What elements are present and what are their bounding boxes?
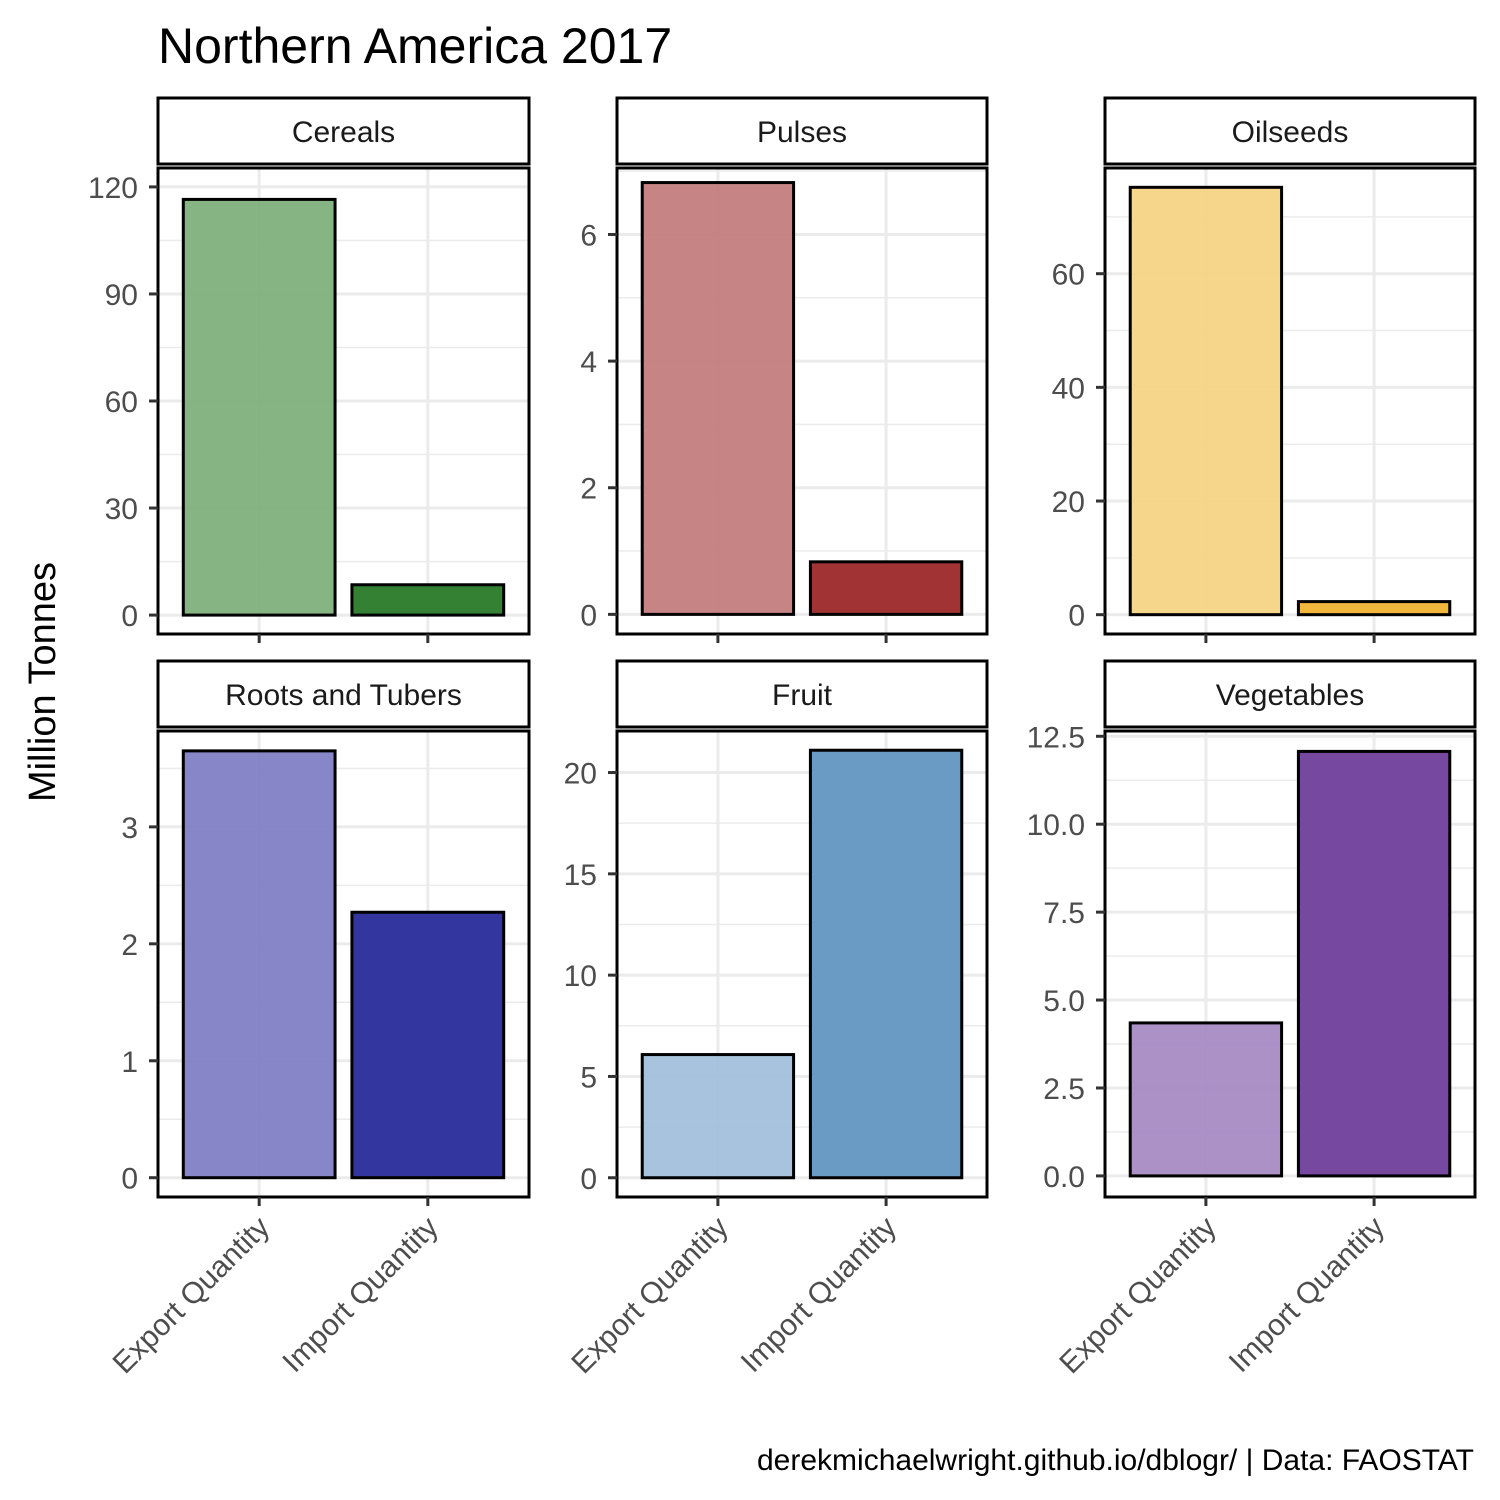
y-tick-label: 0 <box>1068 600 1085 633</box>
y-tick-label: 0 <box>580 599 597 632</box>
y-tick-label: 5 <box>580 1061 597 1094</box>
y-tick-label: 5.0 <box>1043 985 1085 1018</box>
x-tick-label: Export Quantity <box>107 1211 277 1381</box>
panel-border <box>1103 166 1477 636</box>
strip-fruit <box>615 659 989 729</box>
strip-cereals <box>156 96 531 166</box>
y-tick-label: 2.5 <box>1043 1073 1085 1106</box>
strip-label-roots-and-tubers: Roots and Tubers <box>225 679 462 712</box>
y-tick-label: 7.5 <box>1043 897 1085 930</box>
y-tick-label: 4 <box>580 346 597 379</box>
strip-label-pulses: Pulses <box>757 116 847 149</box>
panel-border <box>615 729 989 1199</box>
y-tick-label: 0 <box>121 600 138 633</box>
strip-pulses <box>615 96 989 166</box>
strip-label-fruit: Fruit <box>772 679 833 712</box>
bar-pulses-export-quantity <box>640 181 796 616</box>
y-tick-label: 3 <box>121 812 138 845</box>
y-tick-label: 120 <box>88 172 138 205</box>
y-tick-label: 0 <box>580 1163 597 1196</box>
panel-border <box>1103 729 1477 1199</box>
bar-fruit-export-quantity <box>640 1053 796 1180</box>
y-tick-label: 0.0 <box>1043 1161 1085 1194</box>
bar-oilseeds-import-quantity <box>1296 600 1452 617</box>
y-tick-label: 2 <box>580 473 597 506</box>
bar-vegetables-export-quantity <box>1128 1021 1284 1178</box>
strip-label-oilseeds: Oilseeds <box>1232 116 1349 149</box>
y-tick-label: 40 <box>1052 372 1085 405</box>
y-tick-label: 6 <box>580 219 597 252</box>
strip-vegetables <box>1103 659 1477 729</box>
bar-fruit-import-quantity <box>808 748 964 1180</box>
bar-vegetables-import-quantity <box>1296 749 1452 1178</box>
y-tick-label: 15 <box>564 859 597 892</box>
bar-oilseeds-export-quantity <box>1128 185 1284 617</box>
bar-roots-and-tubers-import-quantity <box>350 910 506 1180</box>
y-tick-label: 10 <box>564 960 597 993</box>
panel-cereals: Cereals 0 30 60 90 120 <box>88 96 531 643</box>
panel-border <box>156 729 531 1199</box>
bar-cereals-export-quantity <box>181 197 337 617</box>
panel-border <box>615 166 989 636</box>
strip-label-vegetables: Vegetables <box>1216 679 1364 712</box>
y-tick-label: 60 <box>1052 259 1085 292</box>
strip-oilseeds <box>1103 96 1477 166</box>
bar-roots-and-tubers-export-quantity <box>181 749 337 1180</box>
y-tick-label: 1 <box>121 1046 138 1079</box>
y-tick-label: 0 <box>121 1163 138 1196</box>
x-tick-label: Import Quantity <box>735 1211 903 1379</box>
chart-title: Northern America 2017 <box>158 18 672 74</box>
facet-panels: Cereals0306090120Pulses0246Oilseeds02040… <box>88 96 1477 1381</box>
bar-pulses-import-quantity <box>808 560 964 616</box>
strip-label-cereals: Cereals <box>292 116 395 149</box>
bar-cereals-import-quantity <box>350 583 506 617</box>
x-tick-label: Export Quantity <box>1053 1211 1223 1381</box>
panel-vegetables: Vegetables 0.0 2.5 5.0 7.5 10.0 12.5 Export Qua… <box>1027 659 1477 1381</box>
x-tick-label: Import Quantity <box>276 1211 444 1379</box>
panel-oilseeds: Oilseeds 0 20 40 60 <box>1052 96 1477 643</box>
panel-pulses: Pulses 0 2 4 6 <box>580 96 989 643</box>
panel-fruit: Fruit 0 5 10 15 20 Export Quantity Import Quant… <box>564 659 989 1381</box>
y-tick-label: 20 <box>564 758 597 791</box>
y-tick-label: 2 <box>121 929 138 962</box>
x-tick-label: Import Quantity <box>1223 1211 1391 1379</box>
y-tick-label: 20 <box>1052 486 1085 519</box>
y-axis-label: Million Tonnes <box>22 562 64 802</box>
x-tick-label: Export Quantity <box>565 1211 735 1381</box>
panel-roots-and-tubers: Roots and Tubers 0 1 2 3 Export Quantity Impor… <box>107 659 531 1381</box>
chart-caption: derekmichaelwright.github.io/dblogr/ | D… <box>757 1444 1474 1477</box>
y-tick-label: 90 <box>105 279 138 312</box>
y-tick-label: 12.5 <box>1027 721 1085 754</box>
strip-roots-and-tubers <box>156 659 531 729</box>
y-tick-label: 30 <box>105 493 138 526</box>
y-tick-label: 60 <box>105 386 138 419</box>
y-tick-label: 10.0 <box>1027 809 1085 842</box>
